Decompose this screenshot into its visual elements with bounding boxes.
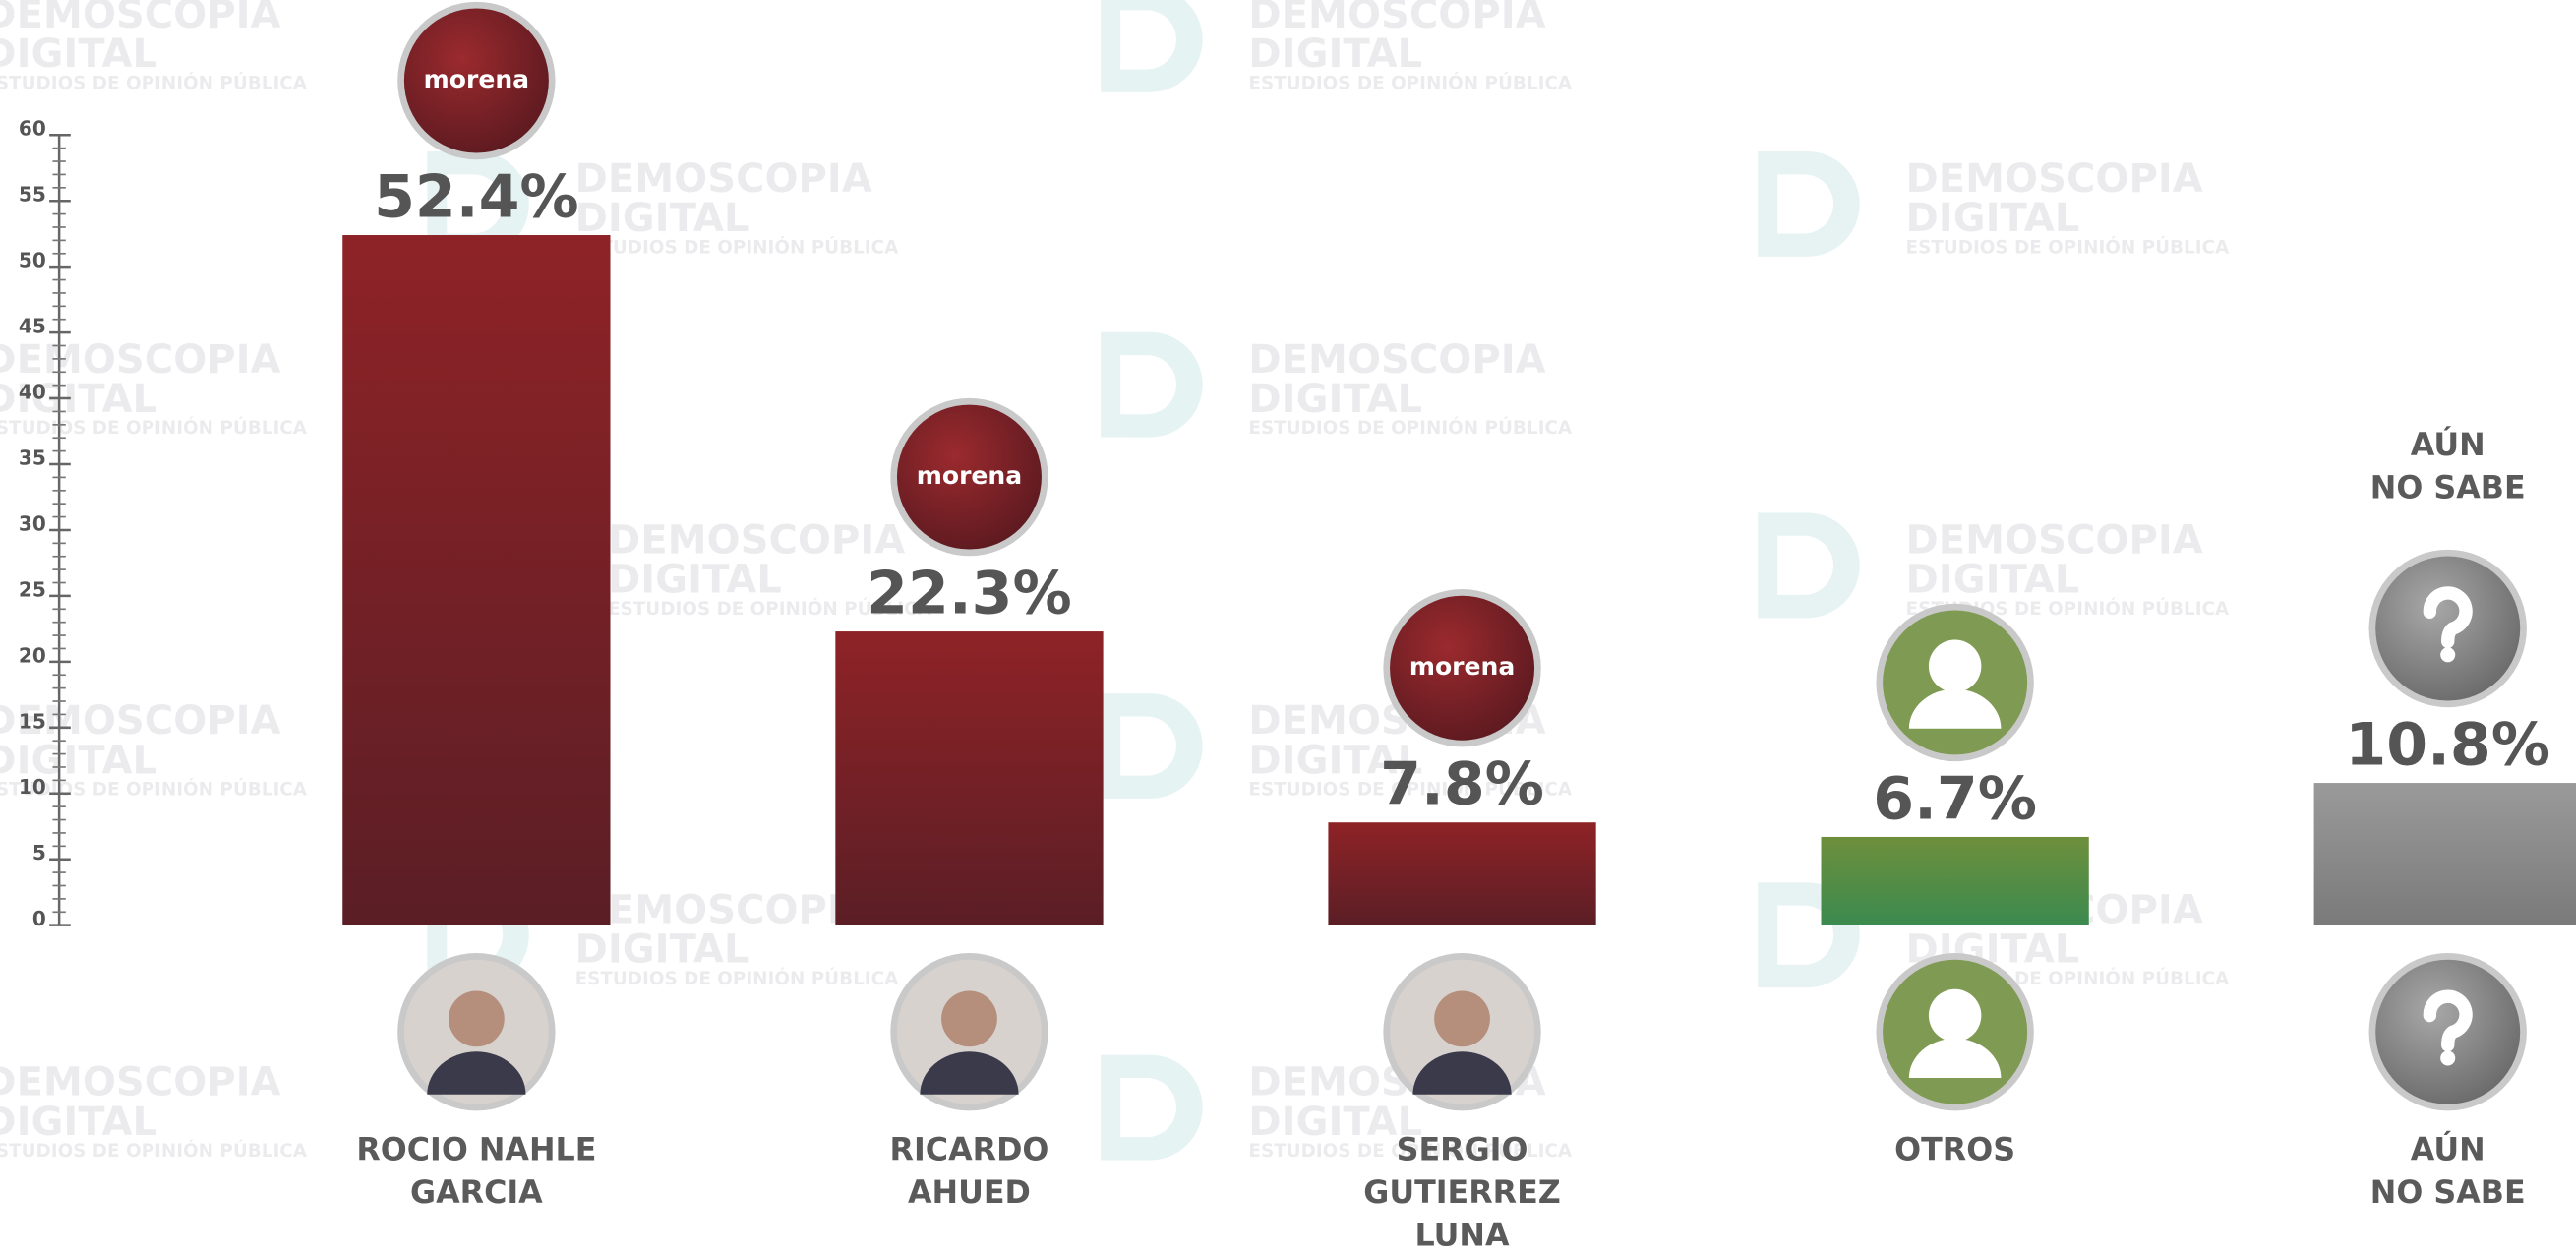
watermark-text: ESTUDIOS DE OPINIÓN PÚBLICA — [575, 968, 899, 989]
watermark-text: DIGITAL — [0, 1100, 157, 1145]
watermark-text: DIGITAL — [575, 196, 749, 241]
category-label-top-box: AÚN NO SABE — [2267, 425, 2576, 523]
question-dot — [2440, 647, 2455, 662]
value-label: 7.8% — [1380, 750, 1544, 819]
party-icon: morena — [1383, 589, 1540, 746]
party-name: morena — [1409, 652, 1515, 681]
watermark-text: DIGITAL — [1248, 31, 1422, 77]
y-tick-label: 5 — [32, 841, 46, 865]
photo-head — [941, 990, 997, 1046]
watermark-text: ESTUDIOS DE OPINIÓN PÚBLICA — [0, 72, 308, 93]
value-label: 10.8% — [2345, 711, 2550, 780]
photo-head — [1434, 990, 1490, 1046]
watermark-text: DIGITAL — [608, 558, 782, 603]
party-name: morena — [917, 461, 1022, 490]
photo-icon — [890, 953, 1048, 1110]
watermark-logo — [1758, 151, 1860, 257]
watermark-text: ESTUDIOS DE OPINIÓN PÚBLICA — [0, 417, 308, 439]
watermark-text: ESTUDIOS DE OPINIÓN PÚBLICA — [1906, 237, 2230, 259]
category-label-top: AÚN NO SABE — [2267, 425, 2576, 510]
watermark-text: ESTUDIOS DE OPINIÓN PÚBLICA — [1248, 72, 1572, 93]
category-label: SERGIO GUTIERREZ LUNA — [1265, 1129, 1659, 1249]
watermark-text: DIGITAL — [1248, 377, 1422, 422]
y-tick-label: 50 — [19, 249, 46, 272]
watermark-text: DIGITAL — [1906, 558, 2080, 603]
category-label: RICARDO AHUED — [772, 1129, 1167, 1215]
question-dot — [2440, 1050, 2455, 1065]
watermark-text: DIGITAL — [1906, 196, 2080, 241]
bar — [2314, 783, 2576, 925]
bar — [1822, 837, 2089, 925]
y-tick-label: 20 — [19, 643, 46, 667]
y-tick-label: 0 — [32, 907, 46, 930]
watermark-text: ESTUDIOS DE OPINIÓN PÚBLICA — [1248, 417, 1572, 439]
watermark: DEMOSCOPIADIGITALESTUDIOS DE OPINIÓN PÚB… — [0, 693, 308, 801]
value-label: 6.7% — [1873, 764, 2037, 833]
y-tick-label: 35 — [19, 446, 46, 469]
photo-head — [449, 990, 505, 1046]
category-label: OTROS — [1758, 1129, 2152, 1171]
party-icon: morena — [397, 2, 555, 159]
watermark: DEMOSCOPIADIGITALESTUDIOS DE OPINIÓN PÚB… — [0, 0, 308, 93]
watermark: DEMOSCOPIADIGITALESTUDIOS DE OPINIÓN PÚB… — [1758, 512, 2230, 620]
y-tick-label: 45 — [19, 315, 46, 338]
category-label-box: RICARDO AHUED — [772, 1129, 1167, 1249]
watermark-text: ESTUDIOS DE OPINIÓN PÚBLICA — [0, 779, 308, 801]
category-label-box: OTROS — [1758, 1129, 2152, 1249]
category-label: AÚN NO SABE — [2250, 1129, 2576, 1215]
y-axis: 0 5 10 15 20 25 30 35 40 45 50 55 60 — [19, 117, 71, 930]
question-icon — [2369, 550, 2527, 707]
watermark-logo — [1101, 0, 1203, 92]
watermark: DEMOSCOPIADIGITALESTUDIOS DE OPINIÓN PÚB… — [1101, 0, 1573, 93]
watermark-logo — [1101, 693, 1203, 799]
watermark-logo — [1101, 332, 1203, 438]
person-icon — [1876, 953, 2033, 1110]
photo-icon — [397, 953, 555, 1110]
question-icon — [2369, 953, 2527, 1110]
watermark: DEMOSCOPIADIGITALESTUDIOS DE OPINIÓN PÚB… — [0, 332, 308, 440]
y-tick-label: 10 — [19, 775, 46, 799]
category-label-box: AÚN NO SABE — [2250, 1129, 2576, 1249]
category-label: ROCIO NAHLE GARCIA — [279, 1129, 674, 1215]
person-head — [1929, 989, 1981, 1042]
watermark: DEMOSCOPIADIGITALESTUDIOS DE OPINIÓN PÚB… — [1101, 332, 1573, 440]
y-tick-label: 55 — [19, 183, 46, 207]
watermark: DEMOSCOPIADIGITALESTUDIOS DE OPINIÓN PÚB… — [1758, 151, 2230, 259]
y-tick-label: 40 — [19, 381, 46, 404]
y-tick-label: 15 — [19, 709, 46, 733]
bar — [342, 235, 610, 925]
watermark-text: ESTUDIOS DE OPINIÓN PÚBLICA — [0, 1140, 308, 1162]
bar — [835, 631, 1103, 925]
value-label: 52.4% — [374, 163, 579, 232]
category-label-box: SERGIO GUTIERREZ LUNA — [1265, 1129, 1659, 1249]
person-head — [1929, 640, 1981, 692]
watermark-text: ESTUDIOS DE OPINIÓN PÚBLICA — [575, 237, 899, 259]
watermark-text: DIGITAL — [0, 31, 157, 77]
party-icon: morena — [890, 398, 1048, 556]
watermark-text: DIGITAL — [575, 926, 749, 972]
bar — [1328, 822, 1595, 925]
category-label-box: ROCIO NAHLE GARCIA — [279, 1129, 674, 1249]
y-tick-label: 30 — [19, 511, 46, 535]
watermark: DEMOSCOPIADIGITALESTUDIOS DE OPINIÓN PÚB… — [0, 1055, 308, 1163]
y-tick-label: 60 — [19, 117, 46, 141]
photo-icon — [1383, 953, 1540, 1110]
party-name: morena — [424, 65, 529, 93]
watermark-logo — [1758, 512, 1860, 618]
y-tick-label: 25 — [19, 577, 46, 601]
value-label: 22.3% — [867, 560, 1072, 628]
person-icon — [1876, 604, 2033, 761]
